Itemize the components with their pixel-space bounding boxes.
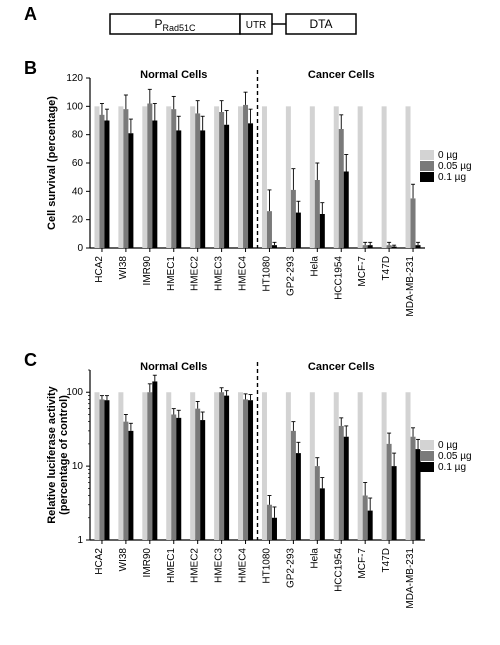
svg-text:HCC1954: HCC1954 — [333, 256, 344, 300]
svg-text:Normal Cells: Normal Cells — [140, 361, 207, 373]
svg-text:MDA-MB-231: MDA-MB-231 — [405, 256, 416, 317]
svg-text:10: 10 — [72, 461, 84, 472]
svg-text:HMEC2: HMEC2 — [190, 548, 201, 583]
legend-item: 0 µg — [420, 440, 472, 451]
legend-B: 0 µg0.05 µg0.1 µg — [420, 150, 472, 183]
legend-item: 0.1 µg — [420, 462, 472, 473]
svg-text:HT1080: HT1080 — [261, 256, 272, 292]
svg-text:HCA2: HCA2 — [94, 256, 105, 283]
svg-text:HMEC4: HMEC4 — [238, 256, 249, 291]
svg-text:GP2-293: GP2-293 — [285, 548, 296, 588]
svg-text:HMEC3: HMEC3 — [214, 548, 225, 583]
legend-C: 0 µg0.05 µg0.1 µg — [420, 440, 472, 473]
panel-label-C: C — [24, 350, 37, 371]
svg-text:40: 40 — [72, 186, 84, 197]
legend-item: 0 µg — [420, 150, 472, 161]
svg-text:HMEC3: HMEC3 — [214, 256, 225, 291]
svg-text:HCC1954: HCC1954 — [333, 548, 344, 592]
svg-text:MCF-7: MCF-7 — [357, 256, 368, 287]
svg-text:T47D: T47D — [381, 256, 392, 280]
svg-text:Cancer Cells: Cancer Cells — [308, 361, 375, 373]
svg-text:WI38: WI38 — [118, 256, 129, 280]
svg-text:WI38: WI38 — [118, 548, 129, 572]
svg-text:Relative luciferase activity: Relative luciferase activity — [46, 385, 58, 523]
svg-text:Normal Cells: Normal Cells — [140, 69, 207, 81]
svg-text:(percentage of control): (percentage of control) — [58, 395, 70, 515]
svg-text:IMR90: IMR90 — [142, 548, 153, 578]
svg-text:Hela: Hela — [309, 256, 320, 277]
svg-text:Cancer Cells: Cancer Cells — [308, 69, 375, 81]
legend-item: 0.05 µg — [420, 451, 472, 462]
svg-text:Hela: Hela — [309, 548, 320, 569]
construct-diagram: PRad51CUTRDTA — [110, 6, 390, 49]
svg-text:Cell survival (percentage): Cell survival (percentage) — [46, 96, 58, 230]
svg-text:80: 80 — [72, 130, 84, 141]
svg-text:GP2-293: GP2-293 — [285, 256, 296, 296]
svg-text:HMEC1: HMEC1 — [166, 548, 177, 583]
legend-item: 0.05 µg — [420, 161, 472, 172]
svg-text:HT1080: HT1080 — [261, 548, 272, 584]
svg-text:MCF-7: MCF-7 — [357, 548, 368, 579]
svg-text:120: 120 — [66, 73, 83, 84]
svg-text:HMEC1: HMEC1 — [166, 256, 177, 291]
chart-B: 020406080100120Cell survival (percentage… — [50, 68, 410, 353]
chart-C: 110100Relative luciferase activity(perce… — [50, 360, 410, 645]
panel-label-A: A — [24, 4, 37, 25]
svg-text:IMR90: IMR90 — [142, 256, 153, 286]
svg-text:60: 60 — [72, 158, 84, 169]
legend-item: 0.1 µg — [420, 172, 472, 183]
svg-text:UTR: UTR — [246, 20, 267, 31]
svg-text:HMEC2: HMEC2 — [190, 256, 201, 291]
svg-text:0: 0 — [77, 243, 83, 254]
svg-text:100: 100 — [66, 101, 83, 112]
svg-text:HCA2: HCA2 — [94, 548, 105, 575]
svg-text:HMEC4: HMEC4 — [238, 548, 249, 583]
panel-label-B: B — [24, 58, 37, 79]
svg-text:1: 1 — [77, 535, 83, 546]
svg-text:MDA-MB-231: MDA-MB-231 — [405, 548, 416, 609]
svg-text:DTA: DTA — [309, 17, 332, 31]
svg-text:20: 20 — [72, 215, 84, 226]
svg-text:T47D: T47D — [381, 548, 392, 572]
